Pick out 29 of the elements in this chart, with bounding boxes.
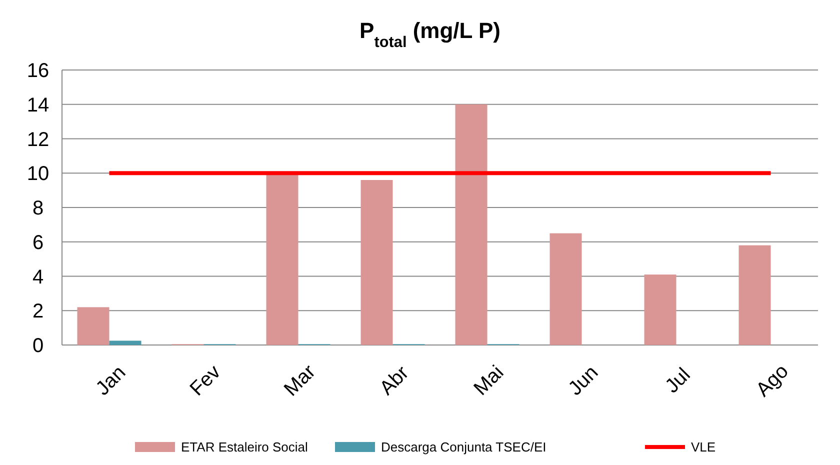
- bar: [455, 104, 488, 345]
- x-tick-label: Fev: [186, 361, 226, 400]
- bar: [360, 180, 393, 345]
- x-tick-label: Ago: [752, 360, 793, 402]
- y-tick-label: 0: [32, 335, 44, 357]
- bar: [109, 340, 142, 345]
- x-tick-label: Jul: [661, 364, 695, 398]
- chart-title: P$_{total}$ (mg/L P): [360, 18, 500, 50]
- x-tick-label: Jun: [564, 362, 603, 400]
- x-tick-label: Abr: [376, 362, 414, 400]
- bar: [77, 307, 110, 345]
- y-tick-label: 16: [26, 60, 50, 82]
- y-tick-label: 4: [32, 266, 44, 288]
- bar: [644, 274, 676, 345]
- bar: [266, 174, 298, 345]
- y-tick-label: 8: [32, 198, 44, 220]
- legend-label: VLE: [691, 440, 716, 455]
- bar: [550, 233, 582, 345]
- y-tick-label: 6: [32, 232, 44, 254]
- legend-label: Descarga Conjunta TSEC/EI: [381, 440, 546, 455]
- bar: [738, 245, 771, 345]
- y-tick-label: 2: [32, 300, 44, 323]
- legend-label: ETAR Estaleiro Social: [181, 440, 308, 455]
- y-tick-label: 10: [26, 163, 50, 186]
- x-tick-label: Mai: [470, 362, 508, 400]
- y-tick-label: 14: [26, 94, 50, 116]
- y-tick-label: 12: [26, 128, 50, 151]
- x-tick-label: Jan: [92, 362, 130, 400]
- x-tick-label: Mar: [280, 360, 320, 401]
